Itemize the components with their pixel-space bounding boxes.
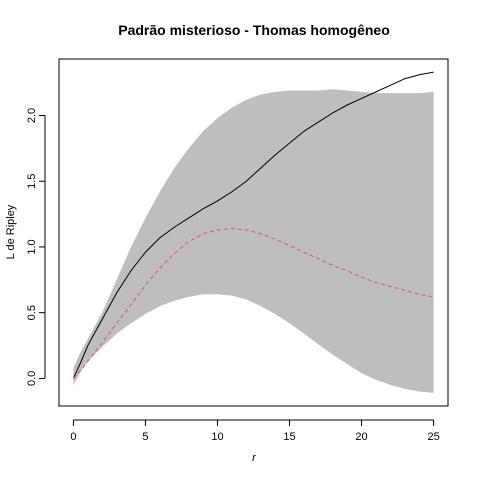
y-axis-label: L de Ripley (5, 204, 17, 259)
y-tick-label: 1.5 (26, 174, 38, 189)
x-tick-label: 5 (142, 431, 148, 443)
y-tick-label: 0.5 (26, 305, 38, 320)
y-tick-label: 1.0 (26, 239, 38, 254)
x-tick-label: 25 (427, 431, 439, 443)
observed-line (72, 71, 434, 379)
y-tick-label: 2.0 (26, 108, 38, 123)
theoretical-line (73, 228, 434, 379)
series-layer (72, 71, 434, 379)
x-axis: 0 5 10 15 20 25 (70, 419, 440, 443)
chart-title: Padrão misterioso - Thomas homogêneo (118, 22, 390, 38)
x-axis-label: r (252, 452, 257, 464)
x-tick-label: 10 (211, 431, 223, 443)
plot-frame (58, 58, 449, 407)
y-axis: 0.0 0.5 1.0 1.5 2.0 (26, 108, 46, 386)
x-tick-label: 20 (355, 431, 367, 443)
x-tick-label: 15 (283, 431, 295, 443)
x-tick-label: 0 (70, 431, 76, 443)
envelope-layer (73, 89, 434, 393)
y-tick-label: 0.0 (26, 371, 38, 386)
envelope-band (73, 89, 434, 393)
